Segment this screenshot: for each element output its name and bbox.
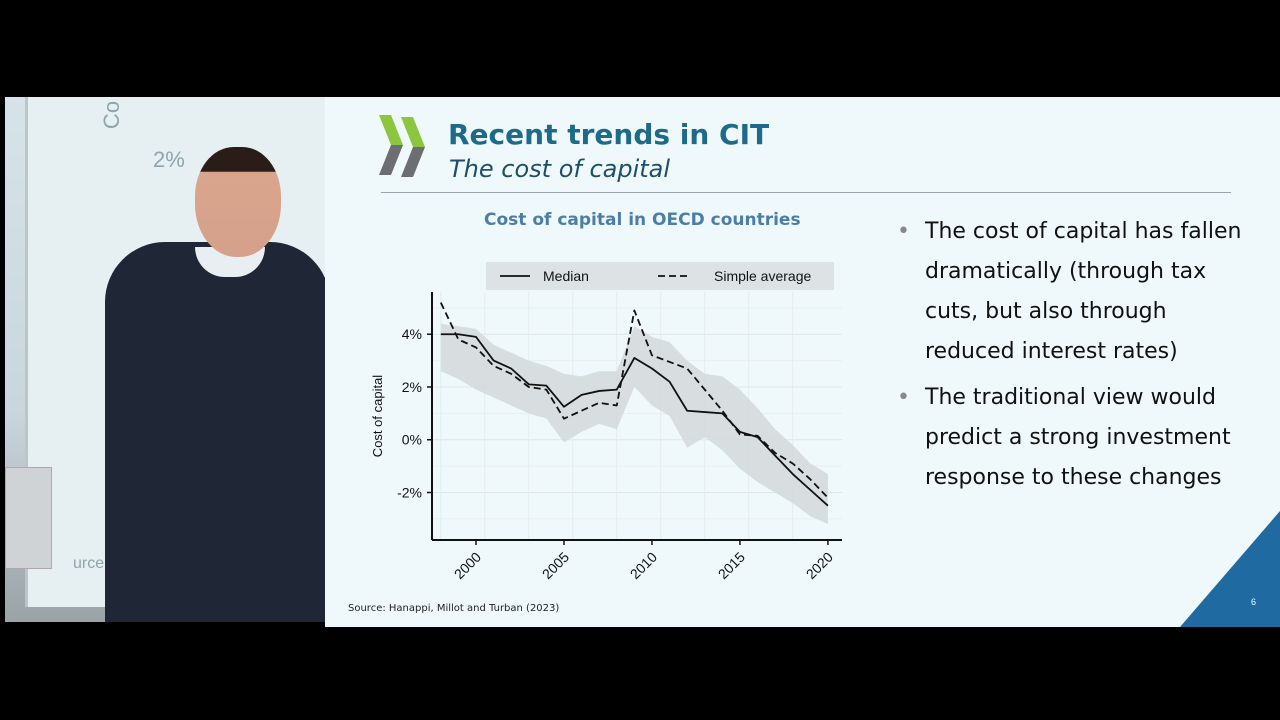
series-line-simple-average bbox=[439, 302, 829, 499]
page-number: 6 bbox=[1250, 597, 1256, 607]
y-tick-label: 2% bbox=[402, 379, 422, 395]
y-axis-label: Cost of capital bbox=[370, 375, 385, 457]
x-tick-label: 2005 bbox=[539, 549, 572, 582]
chart-lines bbox=[439, 302, 829, 507]
bullet-text: The traditional view would predict a str… bbox=[925, 385, 1231, 490]
bullet-text: The cost of capital has fallen dramatica… bbox=[925, 219, 1242, 364]
y-tick-label: -2% bbox=[397, 485, 422, 501]
slide-title: Recent trends in CIT bbox=[448, 118, 770, 151]
chart-title: Cost of capital in OECD countries bbox=[484, 210, 801, 230]
bullet-icon: • bbox=[897, 219, 910, 244]
chart-band bbox=[440, 323, 828, 525]
x-tick-label: 2020 bbox=[803, 549, 836, 582]
cost-of-capital-chart: 4% 2% 0% -2% 2000 2005 2010 2015 2020 Cost of cap… bbox=[370, 262, 842, 582]
legend-label: Median bbox=[543, 268, 589, 284]
legend-label: Simple average bbox=[714, 268, 811, 284]
source-note: Source: Hanappi, Millot and Turban (2023… bbox=[348, 603, 560, 614]
x-tick-label: 2000 bbox=[451, 549, 484, 582]
laptop bbox=[5, 467, 52, 569]
corner-accent bbox=[1180, 511, 1280, 627]
x-tick-label: 2015 bbox=[715, 549, 748, 582]
bullet-item: • The cost of capital has fallen dramati… bbox=[897, 212, 1257, 372]
bullet-icon: • bbox=[897, 385, 910, 410]
series-line-median bbox=[440, 333, 829, 507]
confidence-band bbox=[440, 323, 828, 525]
presenter-head bbox=[195, 147, 281, 257]
presentation-slide: Recent trends in CIT The cost of capital… bbox=[325, 97, 1280, 627]
x-tick-label: 2010 bbox=[627, 549, 660, 582]
background-label: 2% bbox=[153, 147, 185, 172]
title-divider bbox=[381, 192, 1231, 193]
slide-subtitle: The cost of capital bbox=[449, 155, 671, 183]
background-label: Co bbox=[99, 100, 125, 130]
y-tick-label: 0% bbox=[402, 432, 422, 448]
y-tick-label: 4% bbox=[402, 326, 422, 342]
bullet-list: • The cost of capital has fallen dramati… bbox=[897, 212, 1257, 504]
oecd-chevron-logo bbox=[379, 115, 425, 177]
presenter-body bbox=[105, 242, 325, 622]
chart-legend: Median Simple average bbox=[486, 262, 834, 290]
speaker-video-panel: Co 2% urce: H bbox=[5, 97, 325, 622]
bullet-item: • The traditional view would predict a s… bbox=[897, 378, 1257, 498]
